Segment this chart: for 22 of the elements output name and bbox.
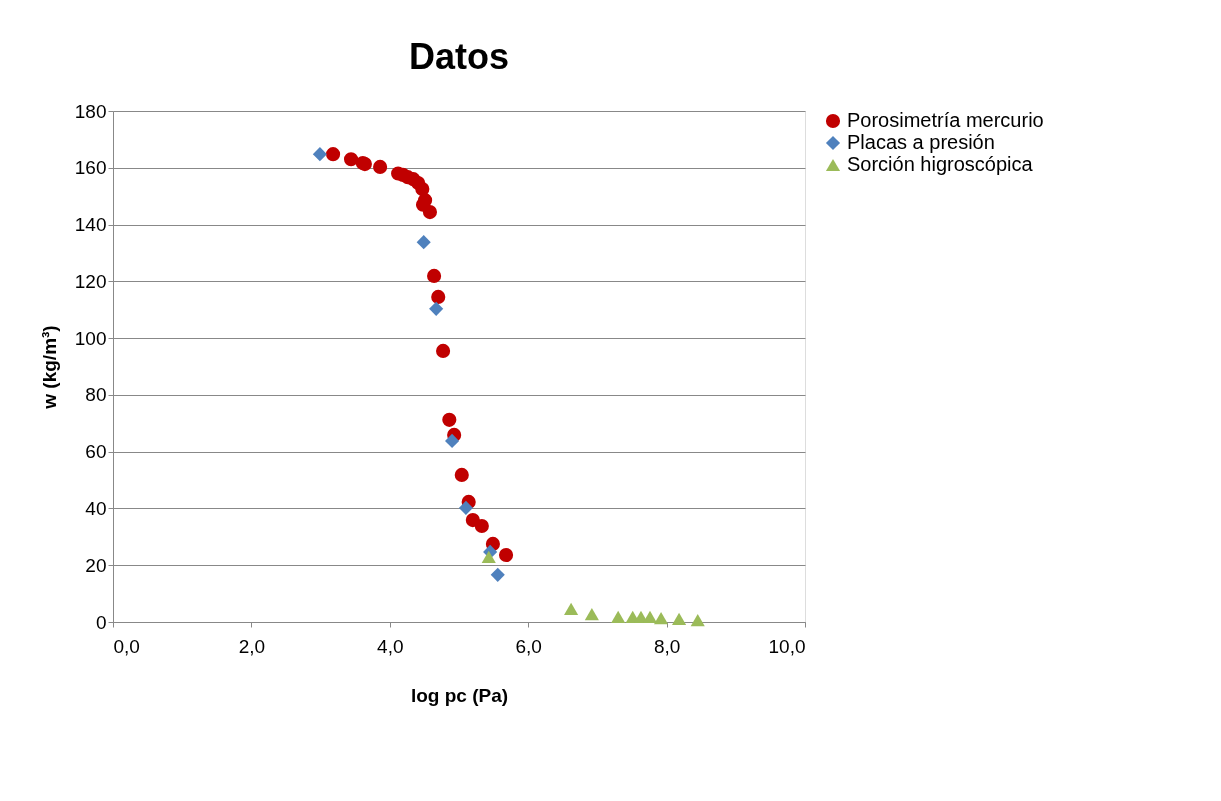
legend-label: Porosimetría mercurio: [847, 109, 1044, 131]
y-tick-label: 100: [74, 327, 107, 349]
y-tick-label: 180: [74, 100, 107, 122]
x-tick-label: 6,0: [515, 635, 542, 657]
y-tick-label: 140: [74, 214, 107, 236]
y-tick-label: 80: [85, 384, 107, 406]
x-axis-title: log pc (Pa): [410, 684, 509, 706]
x-tick-label: 8,0: [653, 635, 681, 657]
x-tick-label: 4,0: [377, 635, 404, 657]
chart-title: Datos: [408, 36, 510, 77]
y-tick-label: 20: [85, 554, 107, 576]
y-tick-label: 40: [85, 497, 107, 519]
x-tick-label: 2,0: [238, 635, 266, 657]
legend-label: Placas a presión: [847, 131, 995, 153]
legend-label: Sorción higroscópica: [847, 153, 1034, 175]
y-tick-label: 120: [74, 270, 107, 292]
y-axis-title: w (kg/m³): [38, 325, 60, 410]
y-tick-label: 0: [95, 611, 107, 633]
x-tick-label: 0,0: [113, 635, 140, 657]
y-tick-label: 160: [74, 157, 107, 179]
y-tick-label: 60: [85, 441, 107, 463]
x-tick-label: 10,0: [768, 635, 806, 657]
